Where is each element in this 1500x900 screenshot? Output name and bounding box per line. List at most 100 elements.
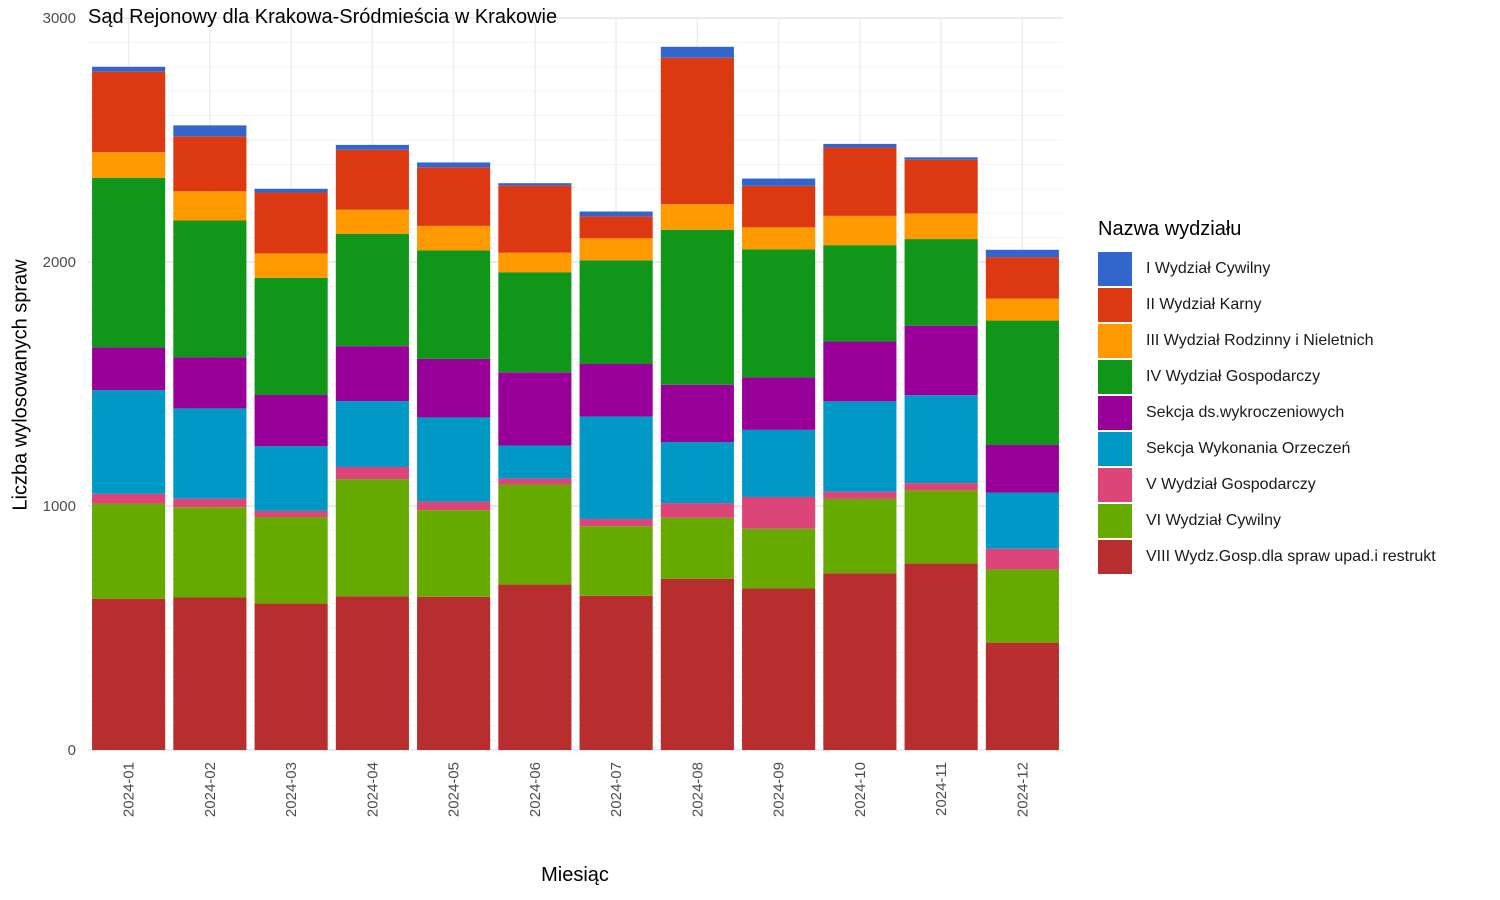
bar-segment (417, 225, 491, 251)
legend-key-swatch (1098, 360, 1132, 394)
bar-segment (985, 492, 1059, 549)
bar-segment (742, 429, 816, 497)
bar-segment (823, 215, 897, 246)
bar-segment (335, 466, 409, 480)
bar-segment (498, 478, 572, 485)
bar-segment (498, 484, 572, 585)
legend-key-swatch (1098, 324, 1132, 358)
bar-segment (904, 490, 978, 564)
bar-segment (498, 272, 572, 373)
bar-segment (92, 152, 166, 178)
bar-segment (173, 220, 247, 358)
legend-label: II Wydział Karny (1146, 296, 1262, 313)
y-tick-label: 1000 (43, 498, 76, 515)
bar-segment (335, 479, 409, 597)
bar-segment (92, 493, 166, 504)
legend-item: Sekcja ds.wykroczeniowych (1098, 395, 1436, 431)
bar-segment (579, 238, 653, 261)
bar-segment (335, 346, 409, 402)
bar-segment (254, 516, 328, 604)
bar-segment (660, 578, 734, 750)
bar-segment (579, 260, 653, 364)
bar-segment (985, 642, 1059, 750)
bar-segment (742, 178, 816, 186)
legend-item: II Wydział Karny (1098, 287, 1436, 323)
bar-segment (498, 185, 572, 253)
y-tick-label: 2000 (43, 254, 76, 271)
y-axis: 0 1000 2000 3000 (43, 10, 76, 759)
bar-segment (254, 394, 328, 447)
x-tick-label: 2024-02 (202, 762, 219, 817)
bar-segment (498, 584, 572, 750)
legend-key-swatch (1098, 396, 1132, 430)
y-tick-label: 3000 (43, 10, 76, 27)
y-tick-label: 0 (68, 742, 76, 759)
bar-segment (660, 517, 734, 579)
legend-item: Sekcja Wykonania Orzeczeń (1098, 431, 1436, 467)
bar-segment (417, 162, 491, 168)
bar-segment (417, 596, 491, 750)
bar-segment (335, 209, 409, 234)
x-tick-label: 2024-07 (608, 762, 625, 817)
bar-segment (92, 503, 166, 599)
bar-segment (579, 595, 653, 750)
bar-segment (335, 149, 409, 210)
bar-segment (823, 143, 897, 148)
x-tick-label: 2024-12 (1014, 762, 1031, 817)
bar-segment (173, 597, 247, 750)
bar-segment (173, 498, 247, 508)
bar-segment (579, 211, 653, 217)
bar-segment (985, 548, 1059, 570)
bar-segment (173, 507, 247, 598)
bar-segment (904, 483, 978, 491)
x-tick-label: 2024-01 (121, 762, 138, 817)
legend-item: III Wydział Rodzinny i Nieletnich (1098, 323, 1436, 359)
legend-item: IV Wydział Gospodarczy (1098, 359, 1436, 395)
bar-segment (579, 363, 653, 417)
bar-segment (985, 249, 1059, 258)
bar-segment (254, 188, 328, 193)
legend-key-swatch (1098, 468, 1132, 502)
bar-segment (92, 177, 166, 348)
bar-segment (660, 46, 734, 58)
bar-segment (92, 66, 166, 72)
bar-segment (579, 216, 653, 239)
legend-items: I Wydział Cywilny II Wydział Karny III Wyd… (1098, 251, 1436, 575)
bar-segment (173, 191, 247, 221)
legend-key-swatch (1098, 540, 1132, 574)
legend-item: I Wydział Cywilny (1098, 251, 1436, 287)
bar-segment (742, 185, 816, 228)
bar-segment (92, 347, 166, 391)
bar-segment (985, 257, 1059, 299)
bar-segment (417, 417, 491, 502)
bar-segment (823, 498, 897, 574)
bar-segment (985, 298, 1059, 321)
x-tick-label: 2024-06 (527, 762, 544, 817)
bar-segment (823, 491, 897, 499)
bar-segment (823, 245, 897, 342)
bar-segment (417, 358, 491, 418)
bar-segment (579, 526, 653, 596)
bar-segment (254, 192, 328, 254)
legend-item: VIII Wydz.Gosp.dla spraw upad.i restrukt (1098, 539, 1436, 575)
legend-title: Nazwa wydziału (1098, 218, 1242, 240)
bar-segment (742, 249, 816, 378)
bar-segment (660, 229, 734, 385)
bar-segment (417, 501, 491, 511)
bar-segment (904, 563, 978, 750)
legend-item: V Wydział Gospodarczy (1098, 467, 1436, 503)
legend-key-swatch (1098, 504, 1132, 538)
legend-label: V Wydział Gospodarczy (1146, 476, 1316, 493)
x-tick-label: 2024-03 (283, 762, 300, 817)
x-tick-label: 2024-04 (364, 762, 381, 817)
legend-label: IV Wydział Gospodarczy (1146, 368, 1321, 385)
legend-key-swatch (1098, 432, 1132, 466)
bar-segment (92, 598, 166, 750)
bar-segment (742, 496, 816, 529)
bar-segment (92, 71, 166, 153)
bar-segment (742, 588, 816, 750)
bar-segment (660, 204, 734, 230)
bar-segment (498, 445, 572, 479)
x-tick-label: 2024-11 (933, 762, 950, 816)
